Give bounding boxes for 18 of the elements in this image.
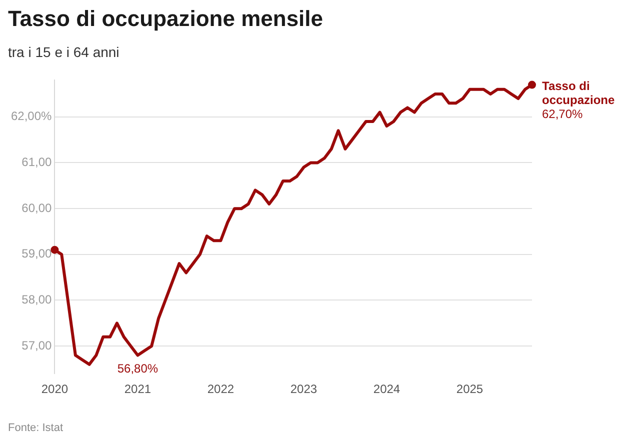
x-tick-label: 2024 — [373, 382, 400, 396]
source-note: Fonte: Istat — [8, 422, 64, 434]
data-label: 56,80% — [117, 362, 158, 376]
y-tick-label: 59,00 — [22, 246, 52, 261]
y-tick-label: 57,00 — [22, 338, 52, 352]
y-tick-label: 62,00% — [10, 109, 52, 124]
x-tick-label: 2023 — [290, 382, 318, 396]
chart-subtitle: tra i 15 e i 64 anni — [8, 44, 120, 60]
data-label: 62,70% — [542, 107, 584, 122]
x-tick-label: 2022 — [207, 382, 234, 396]
y-tick-label: 60,00 — [22, 200, 52, 215]
y-tick-label: 61,00 — [22, 155, 52, 170]
series-label: Tasso di occupazione — [542, 79, 616, 108]
chart-title: Tasso di occupazione mensile — [8, 6, 324, 32]
y-tick-label: 58,00 — [22, 292, 52, 307]
x-tick-label: 2025 — [456, 382, 484, 396]
x-tick-label: 2021 — [124, 382, 152, 396]
x-tick-label: 2020 — [41, 382, 68, 396]
